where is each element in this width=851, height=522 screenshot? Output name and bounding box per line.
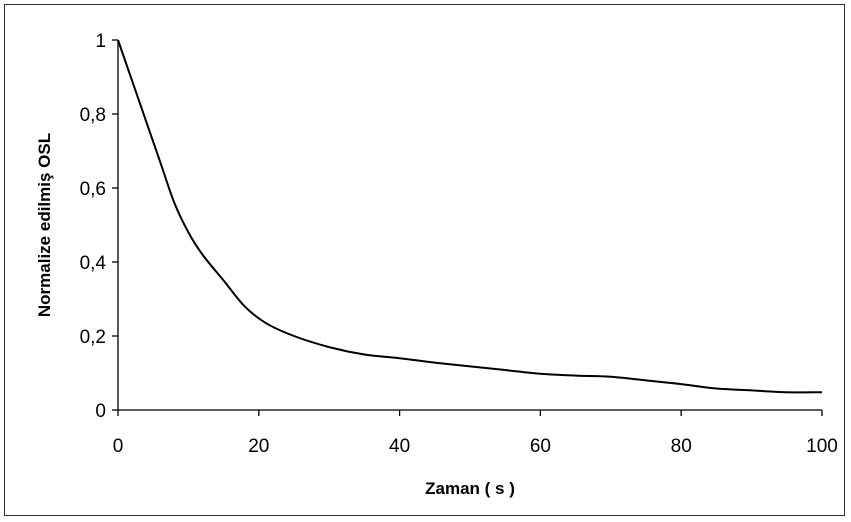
y-tick-label: 0,8: [80, 105, 106, 126]
axes: [117, 40, 822, 411]
x-tick-label: 100: [806, 436, 838, 457]
x-axis-title: Zaman ( s ): [425, 479, 515, 498]
series-layer: [117, 39, 823, 394]
x-tick-label: 20: [248, 436, 269, 457]
x-tick-label: 80: [671, 436, 692, 457]
y-axis-title: Normalize edilmiş OSL: [35, 133, 54, 317]
y-tick-label: 0,2: [80, 327, 106, 348]
x-ticks: 0 20 40 60 80 100: [113, 410, 838, 457]
series-line: [117, 39, 823, 394]
chart-frame: [4, 4, 845, 516]
x-tick-label: 60: [530, 436, 551, 457]
y-tick-label: 0,4: [80, 253, 107, 274]
x-tick-label: 0: [113, 436, 124, 457]
y-tick-label: 1: [95, 31, 106, 52]
x-tick-label: 40: [389, 436, 410, 457]
y-ticks: 0 0,2 0,4 0,6 0,8 1: [80, 31, 118, 422]
y-tick-label: 0: [95, 401, 106, 422]
y-tick-label: 0,6: [80, 179, 106, 200]
